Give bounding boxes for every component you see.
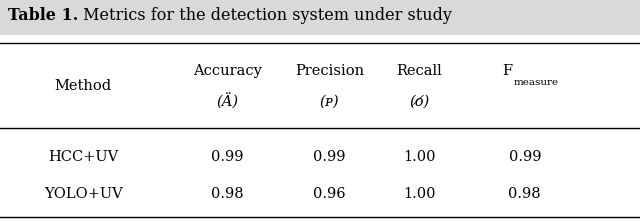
Text: Table 1.: Table 1. (8, 7, 78, 24)
Text: 0.99: 0.99 (509, 150, 541, 164)
Text: F: F (502, 64, 513, 78)
Text: Accuracy: Accuracy (193, 64, 262, 78)
Text: 1.00: 1.00 (403, 187, 435, 202)
Text: 0.99: 0.99 (314, 150, 346, 164)
Text: 0.98: 0.98 (509, 187, 541, 202)
Text: 0.96: 0.96 (314, 187, 346, 202)
Text: HCC+UV: HCC+UV (48, 150, 118, 164)
Text: measure: measure (513, 78, 559, 87)
Text: Precision: Precision (295, 64, 364, 78)
Text: 1.00: 1.00 (403, 150, 435, 164)
Bar (0, 0, 640, 35)
Text: (ᴘ): (ᴘ) (320, 95, 339, 109)
Text: Metrics for the detection system under study: Metrics for the detection system under s… (78, 7, 452, 24)
Text: 0.99: 0.99 (211, 150, 243, 164)
Text: (Ä): (Ä) (216, 93, 238, 110)
Text: YOLO+UV: YOLO+UV (44, 187, 123, 202)
Text: 0.98: 0.98 (211, 187, 243, 202)
Text: Recall: Recall (396, 64, 442, 78)
Text: (ᴏ̸): (ᴏ̸) (409, 95, 429, 109)
Text: Method: Method (54, 79, 112, 93)
